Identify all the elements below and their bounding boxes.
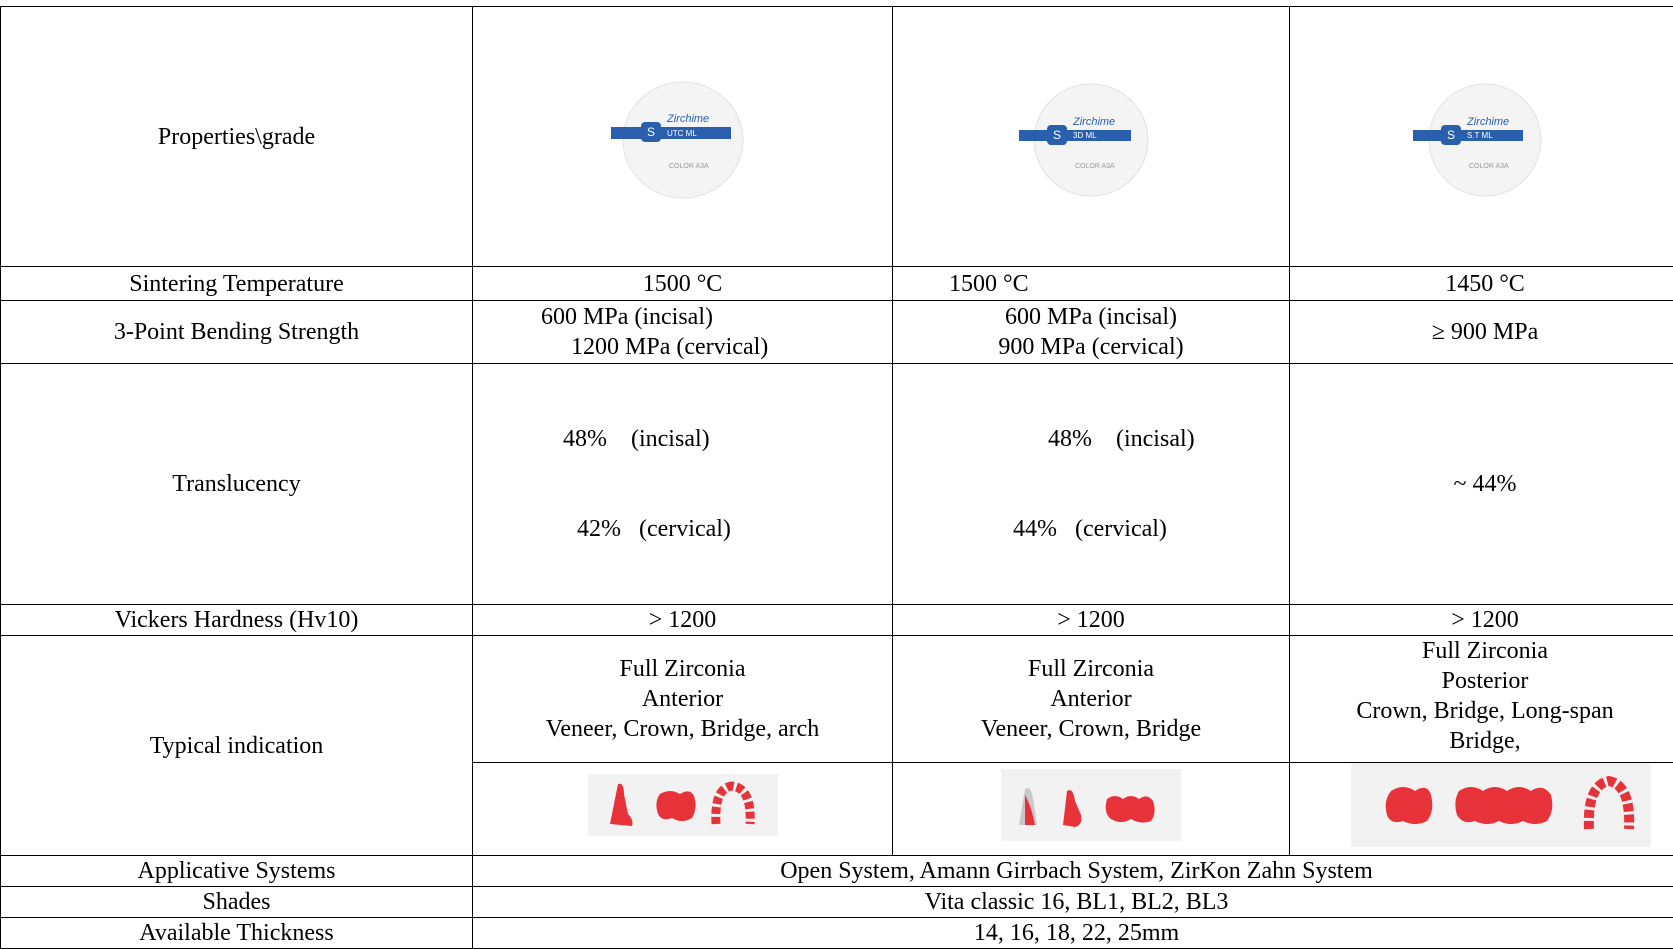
- tooth-icons-2: [1001, 769, 1181, 841]
- cell-line: Anterior: [473, 684, 892, 714]
- table-row: Sintering Temperature 1500 °C 1500 °C 14…: [1, 267, 1673, 301]
- disc-bottom-text: COLOR A3A: [1469, 163, 1509, 170]
- table-cell: ≥ 900 MPa: [1290, 301, 1673, 364]
- table-row: Translucency 48% (incisal) 42% (cervical…: [1, 364, 1673, 605]
- disc-bottom-text: COLOR A3A: [669, 163, 709, 170]
- cell-line: 42% (cervical): [473, 514, 892, 544]
- cell-line: Full Zirconia: [473, 654, 892, 684]
- bridge-icon: [1106, 796, 1155, 823]
- table-cell: 1500 °C: [473, 267, 893, 301]
- indication-icons-cell-3: [1290, 763, 1673, 856]
- table-cell: 1450 °C: [1290, 267, 1673, 301]
- row-label: Available Thickness: [1, 918, 473, 949]
- table-cell: Full Zirconia Posterior Crown, Bridge, L…: [1290, 636, 1673, 763]
- cell-line: 48% (incisal): [473, 424, 892, 454]
- cell-line: Bridge,: [1290, 726, 1673, 756]
- disc-band-text: UTC ML: [667, 129, 697, 138]
- indication-icons-cell-1: [473, 763, 893, 856]
- zirconia-disc-image-1: S Zirchime UTC ML COLOR A3A: [603, 72, 763, 202]
- cell-line: 600 MPa (incisal): [473, 302, 892, 332]
- svg-text:S: S: [647, 125, 655, 139]
- cell-line: 44% (cervical): [893, 514, 1289, 544]
- tooth-icons-1: [588, 774, 778, 836]
- arch-icon: [1589, 781, 1629, 829]
- cell-line: Anterior: [893, 684, 1289, 714]
- cell-line: Posterior: [1290, 666, 1673, 696]
- table-row: Typical indication Full Zirconia Anterio…: [1, 636, 1673, 763]
- crown-icon: [1063, 790, 1081, 827]
- row-label: Shades: [1, 887, 473, 918]
- svg-text:S: S: [1053, 128, 1061, 142]
- long-span-bridge-icon: [1455, 787, 1552, 824]
- zirconia-disc-image-2: S Zirchime 3D ML COLOR A3A: [1011, 72, 1171, 202]
- table-cell: ~ 44%: [1290, 364, 1673, 605]
- cell-line: Full Zirconia: [893, 654, 1289, 684]
- arch-icon: [715, 786, 749, 824]
- table-cell: > 1200: [1290, 605, 1673, 636]
- header-label: Properties\grade: [1, 7, 473, 267]
- tooth-icons-3: [1351, 763, 1651, 847]
- table-cell: > 1200: [893, 605, 1290, 636]
- table-cell: Full Zirconia Anterior Veneer, Crown, Br…: [893, 636, 1290, 763]
- table-cell: 600 MPa (incisal) 900 MPa (cervical): [893, 301, 1290, 364]
- table-cell: 1500 °C: [893, 267, 1290, 301]
- table-row: 3-Point Bending Strength 600 MPa (incisa…: [1, 301, 1673, 364]
- table-row: Vickers Hardness (Hv10) > 1200 > 1200 > …: [1, 605, 1673, 636]
- row-label: Vickers Hardness (Hv10): [1, 605, 473, 636]
- cell-line: 600 MPa (incisal): [893, 302, 1289, 332]
- table-cell: Full Zirconia Anterior Veneer, Crown, Br…: [473, 636, 893, 763]
- cell-line: 1200 MPa (cervical): [473, 332, 892, 362]
- cell-line: Full Zirconia: [1290, 636, 1673, 666]
- table-cell: 600 MPa (incisal) 1200 MPa (cervical): [473, 301, 893, 364]
- table-cell: 48% (incisal) 44% (cervical): [893, 364, 1290, 605]
- svg-text:S: S: [1447, 128, 1455, 142]
- disc-bottom-text: COLOR A3A: [1075, 163, 1115, 170]
- veneer-icon: [610, 784, 633, 826]
- disc-brand: Zirchime: [1072, 116, 1115, 128]
- indication-icons-cell-2: [893, 763, 1290, 856]
- zirconia-disc-image-3: S Zirchime S.T ML COLOR A3A: [1405, 72, 1565, 202]
- table-row: Applicative Systems Open System, Amann G…: [1, 856, 1673, 887]
- row-label: Sintering Temperature: [1, 267, 473, 301]
- table-row: Available Thickness 14, 16, 18, 22, 25mm: [1, 918, 1673, 949]
- crown-icon: [1386, 787, 1433, 824]
- cell-line: Veneer, Crown, Bridge, arch: [473, 714, 892, 744]
- disc-cell-1: S Zirchime UTC ML COLOR A3A: [473, 7, 893, 267]
- disc-band-text: S.T ML: [1467, 131, 1493, 140]
- cell-line: 48% (incisal): [893, 424, 1289, 454]
- row-label: Translucency: [1, 364, 473, 605]
- table-cell: 14, 16, 18, 22, 25mm: [473, 918, 1673, 949]
- row-label: 3-Point Bending Strength: [1, 301, 473, 364]
- cell-line: Veneer, Crown, Bridge: [893, 714, 1289, 744]
- table-cell: 48% (incisal) 42% (cervical): [473, 364, 893, 605]
- cell-line: Crown, Bridge, Long-span: [1290, 696, 1673, 726]
- disc-brand: Zirchime: [1466, 116, 1509, 128]
- cell-line: 900 MPa (cervical): [893, 332, 1289, 362]
- spec-table: Properties\grade S Zirchime UTC ML COLOR…: [0, 6, 1673, 949]
- disc-cell-2: S Zirchime 3D ML COLOR A3A: [893, 7, 1290, 267]
- row-label: Applicative Systems: [1, 856, 473, 887]
- disc-band-text: 3D ML: [1073, 131, 1097, 140]
- table-row: Properties\grade S Zirchime UTC ML COLOR…: [1, 7, 1673, 267]
- disc-brand: Zirchime: [666, 113, 709, 125]
- disc-cell-3: S Zirchime S.T ML COLOR A3A: [1290, 7, 1673, 267]
- row-label: Typical indication: [1, 636, 473, 856]
- table-cell: > 1200: [473, 605, 893, 636]
- table-row: Shades Vita classic 16, BL1, BL2, BL3: [1, 887, 1673, 918]
- table-cell: Open System, Amann Girrbach System, ZirK…: [473, 856, 1673, 887]
- crown-icon: [656, 791, 695, 821]
- table-cell: Vita classic 16, BL1, BL2, BL3: [473, 887, 1673, 918]
